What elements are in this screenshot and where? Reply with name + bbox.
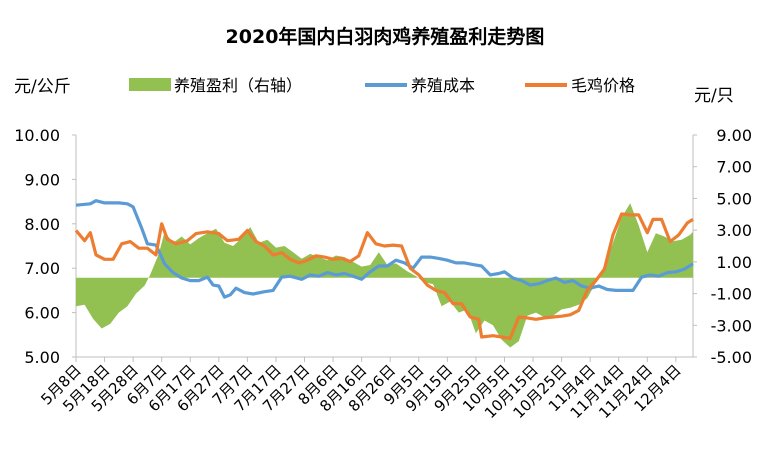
left-axis: 5.00 6.00 7.00 8.00 9.00 10.00 (14, 126, 77, 367)
right-tick-label: -5.00 (711, 348, 752, 367)
right-axis: -5.00 -3.00 -1.00 1.00 3.00 5.00 7.00 9.00 (692, 126, 752, 367)
right-axis-unit: 元/只 (694, 86, 734, 106)
right-tick-label: -1.00 (711, 285, 752, 304)
right-tick-label: -3.00 (711, 316, 752, 335)
right-tick-label: 1.00 (716, 253, 752, 272)
plot-area (74, 199, 694, 348)
legend: 养殖盈利（右轴） 养殖成本 毛鸡价格 (129, 76, 635, 95)
legend-label-price: 毛鸡价格 (571, 76, 635, 95)
left-tick-label: 6.00 (24, 304, 60, 323)
profit-area (76, 203, 693, 348)
left-tick-label: 8.00 (24, 215, 60, 234)
chart-title: 2020年国内白羽肉鸡养殖盈利走势图 (226, 25, 545, 48)
right-tick-label: 9.00 (716, 126, 752, 145)
legend-label-cost: 养殖成本 (411, 76, 475, 95)
left-axis-unit: 元/公斤 (14, 77, 71, 97)
right-tick-label: 5.00 (716, 189, 752, 208)
left-tick-label: 9.00 (24, 170, 60, 189)
price-line (74, 212, 694, 340)
legend-swatch-profit (129, 78, 171, 91)
left-tick-label: 5.00 (24, 348, 60, 367)
left-tick-label: 10.00 (14, 126, 60, 145)
left-tick-label: 7.00 (24, 259, 60, 278)
legend-label-profit: 养殖盈利（右轴） (174, 76, 302, 95)
right-tick-label: 7.00 (716, 158, 752, 177)
right-tick-label: 3.00 (716, 221, 752, 240)
